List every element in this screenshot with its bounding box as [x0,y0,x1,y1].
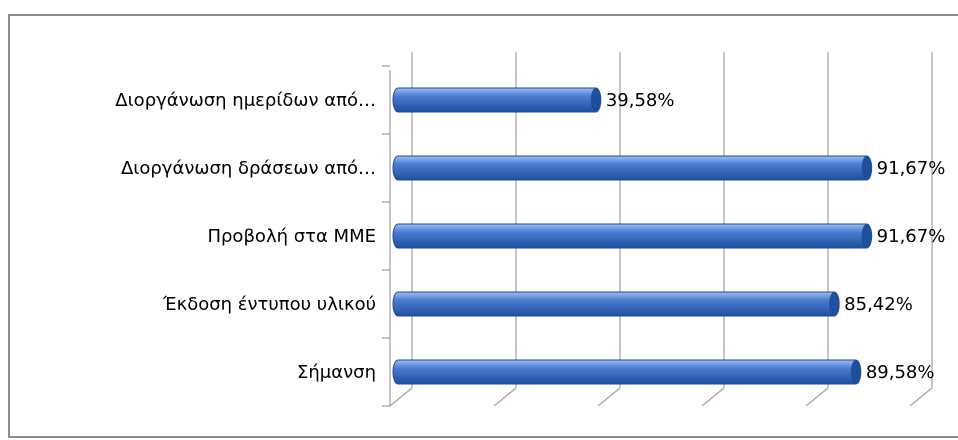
bar-body [392,291,840,317]
bar [392,155,873,181]
floor-gridline [805,387,829,407]
data-label: 91,67% [877,226,946,247]
bar-body [392,359,862,385]
category-label: Διοργάνωση δράσεων από… [121,158,376,179]
data-label: 91,67% [877,158,946,179]
bar [392,359,862,385]
bar-cap [590,88,601,112]
bar-chart: Διοργάνωση ημερίδων από… Διοργάνωση δράσε… [115,52,946,407]
category-label: Σήμανση [297,362,376,383]
data-label: 39,58% [606,90,675,111]
bar [392,291,840,317]
bar-cap [850,360,861,384]
category-labels: Διοργάνωση ημερίδων από… Διοργάνωση δράσε… [115,90,376,383]
bar-body [392,223,873,249]
bar [392,223,873,249]
floor-gridline [701,387,725,407]
chart-frame: Διοργάνωση ημερίδων από… Διοργάνωση δράσε… [8,14,958,438]
bars [392,87,873,385]
bar-cap [829,292,840,316]
floor-gridline [909,387,933,407]
floor-gridline [389,387,413,407]
data-label: 85,42% [844,294,913,315]
bar-cap [861,224,872,248]
category-label: Διοργάνωση ημερίδων από… [115,90,376,111]
bar [392,87,602,113]
floor-gridline [493,387,517,407]
floor-gridline [597,387,621,407]
bar-cap [861,156,872,180]
value-labels: 39,58% 91,67% 91,67% 85,42% 89,58% [606,90,946,383]
bar-body [392,87,602,113]
gridlines [382,52,933,407]
category-label: Προβολή στα ΜΜΕ [207,226,376,247]
bar-body [392,155,873,181]
category-label: Έκδοση έντυπου υλικού [162,294,376,315]
data-label: 89,58% [866,362,935,383]
